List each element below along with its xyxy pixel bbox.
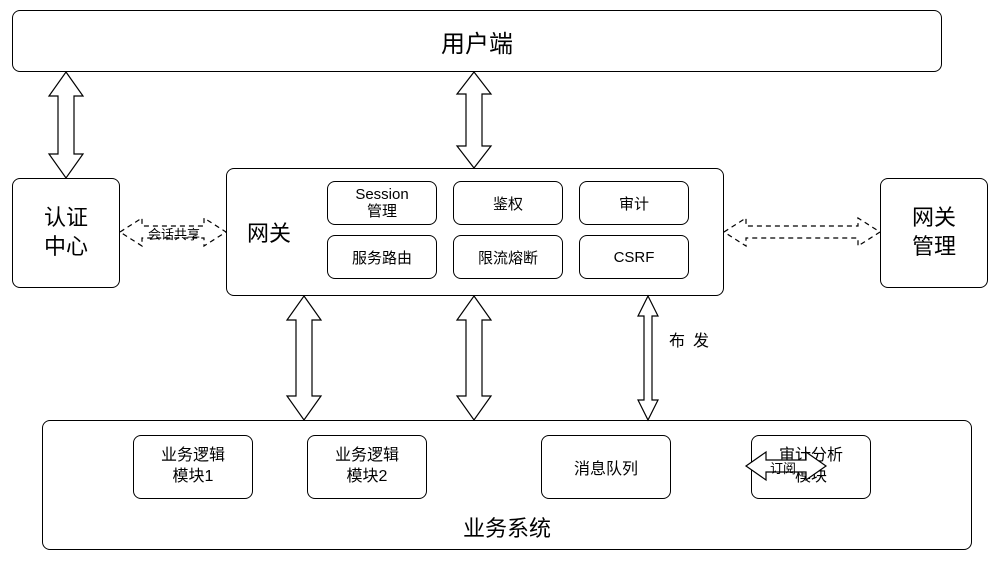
node-auth-center-label: 认证 中心 <box>44 204 88 261</box>
node-client: 用户端 <box>12 10 942 72</box>
gw-item-session-label: Session 管理 <box>355 186 408 221</box>
node-gw-mgmt: 网关 管理 <box>880 178 988 288</box>
gw-item-authz: 鉴权 <box>453 181 563 225</box>
arrow-mq-audit-label: 订阅 <box>770 458 796 477</box>
biz-item-mq: 消息队列 <box>541 435 671 499</box>
gateway-items: Session 管理 鉴权 审计 服务路由 限流熔断 CSRF <box>227 169 723 295</box>
gw-item-authz-label: 鉴权 <box>493 193 523 214</box>
biz-item-logic1-label: 业务逻辑 模块1 <box>161 446 225 488</box>
gw-item-audit-label: 审计 <box>619 193 649 214</box>
gateway-row-2: 服务路由 限流熔断 CSRF <box>327 235 711 279</box>
node-biz-system-label: 业务系统 <box>463 511 551 543</box>
gw-item-csrf: CSRF <box>579 235 689 279</box>
gw-item-audit: 审计 <box>579 181 689 225</box>
node-biz-system: 业务逻辑 模块1 业务逻辑 模块2 消息队列 审计分析 模块 业务系统 <box>42 420 972 550</box>
gw-item-route: 服务路由 <box>327 235 437 279</box>
biz-items: 业务逻辑 模块1 业务逻辑 模块2 消息队列 审计分析 模块 <box>43 435 971 499</box>
arrow-gw-biz-right <box>638 296 658 420</box>
gw-item-limit-label: 限流熔断 <box>478 247 538 268</box>
gw-item-csrf-label: CSRF <box>614 249 655 266</box>
biz-item-logic1: 业务逻辑 模块1 <box>133 435 253 499</box>
arrow-gw-biz-right-label: 发 布 <box>662 332 710 352</box>
node-auth-center: 认证 中心 <box>12 178 120 288</box>
arrow-gw-mgmt <box>724 218 880 246</box>
diagram-canvas: 用户端 认证 中心 网关 Session 管理 鉴权 审计 服务路由 <box>0 0 1000 572</box>
biz-item-logic2: 业务逻辑 模块2 <box>307 435 427 499</box>
biz-item-logic2-label: 业务逻辑 模块2 <box>335 446 399 488</box>
gateway-row-1: Session 管理 鉴权 审计 <box>327 181 711 225</box>
gw-item-route-label: 服务路由 <box>352 247 412 268</box>
node-client-label: 用户端 <box>441 24 513 59</box>
node-gw-mgmt-label: 网关 管理 <box>912 204 956 261</box>
arrow-gw-biz-left <box>287 296 321 420</box>
arrow-client-auth <box>49 72 83 178</box>
biz-item-mq-label: 消息队列 <box>574 455 638 479</box>
arrow-gw-biz-mid <box>457 296 491 420</box>
arrow-auth-gateway-label: 会话共享 <box>148 224 200 243</box>
gw-item-session: Session 管理 <box>327 181 437 225</box>
gw-item-limit: 限流熔断 <box>453 235 563 279</box>
arrow-client-gateway <box>457 72 491 168</box>
node-gateway: 网关 Session 管理 鉴权 审计 服务路由 限流熔断 <box>226 168 724 296</box>
